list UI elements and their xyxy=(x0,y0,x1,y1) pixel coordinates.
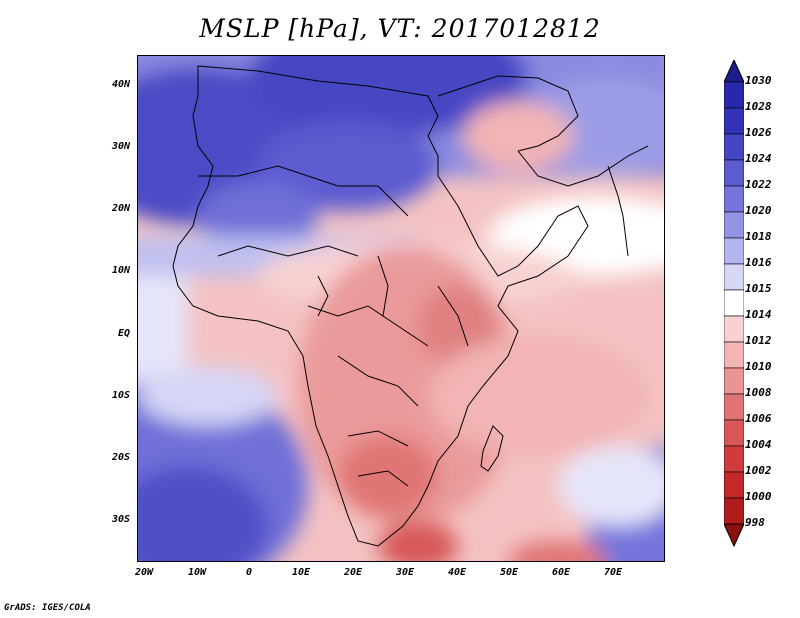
colorbar-label: 1028 xyxy=(745,100,772,113)
lon-label: 0 xyxy=(245,567,253,578)
lat-label: 40N xyxy=(111,79,130,90)
colorbar-segment xyxy=(724,341,744,369)
colorbar-segment xyxy=(724,60,744,83)
colorbar-label: 1010 xyxy=(745,360,772,373)
lon-label: 10W xyxy=(187,567,207,578)
lon-label: 30E xyxy=(395,567,415,578)
colorbar-segment xyxy=(724,315,744,343)
colorbar-label: 1014 xyxy=(745,308,772,321)
lat-label: 20S xyxy=(111,452,130,463)
pressure-map[interactable] xyxy=(137,55,665,562)
colorbar-label: 1022 xyxy=(745,178,772,191)
colorbar-segment xyxy=(724,523,744,548)
colorbar-segment xyxy=(724,419,744,447)
field-shading xyxy=(138,56,664,561)
lon-label: 10E xyxy=(291,567,311,578)
colorbar-label: 1026 xyxy=(745,126,772,139)
colorbar-segment xyxy=(724,289,744,317)
colorbar-segment xyxy=(724,107,744,135)
colorbar-label: 1004 xyxy=(745,438,772,451)
colorbar-label: 1002 xyxy=(745,464,772,477)
colorbar-segment xyxy=(724,367,744,395)
colorbar-segment xyxy=(724,497,744,525)
colorbar-label: 1012 xyxy=(745,334,772,347)
colorbar-label: 1000 xyxy=(745,490,772,503)
colorbar-label: 1020 xyxy=(745,204,772,217)
colorbar-label: 1006 xyxy=(745,412,772,425)
colorbar-segment xyxy=(724,211,744,239)
colorbar-label: 998 xyxy=(745,516,765,529)
lat-label: 20N xyxy=(111,203,130,214)
colorbar-label: 1030 xyxy=(745,74,772,87)
colorbar-segment xyxy=(724,159,744,187)
colorbar-label: 1018 xyxy=(745,230,772,243)
lat-label: 10N xyxy=(111,265,130,276)
coastlines xyxy=(172,65,649,547)
colorbar-segment xyxy=(724,81,744,109)
colorbar-label: 1008 xyxy=(745,386,772,399)
colorbar-segment xyxy=(724,237,744,265)
colorbar-label: 1015 xyxy=(745,282,772,295)
lon-label: 40E xyxy=(447,567,467,578)
lat-label: 10S xyxy=(111,390,130,401)
map-title: MSLP [hPa], VT: 2017012812 xyxy=(199,14,601,43)
colorbar xyxy=(724,60,744,548)
lat-label: 30N xyxy=(111,141,130,152)
colorbar-segment xyxy=(724,393,744,421)
colorbar-segment xyxy=(724,185,744,213)
colorbar-segment xyxy=(724,445,744,473)
colorbar-segment xyxy=(724,133,744,161)
lon-label: 60E xyxy=(551,567,571,578)
credit-text: GrADS: IGES/COLA xyxy=(4,603,91,613)
lat-label: EQ xyxy=(117,328,130,339)
colorbar-segment xyxy=(724,471,744,499)
lat-label: 30S xyxy=(111,514,130,525)
pressure-field xyxy=(138,56,664,561)
lon-label: 70E xyxy=(603,567,623,578)
lon-label: 20E xyxy=(343,567,363,578)
lon-label: 20W xyxy=(134,567,154,578)
colorbar-label: 1016 xyxy=(745,256,772,269)
colorbar-label: 1024 xyxy=(745,152,772,165)
colorbar-segment xyxy=(724,263,744,291)
lon-label: 50E xyxy=(499,567,519,578)
